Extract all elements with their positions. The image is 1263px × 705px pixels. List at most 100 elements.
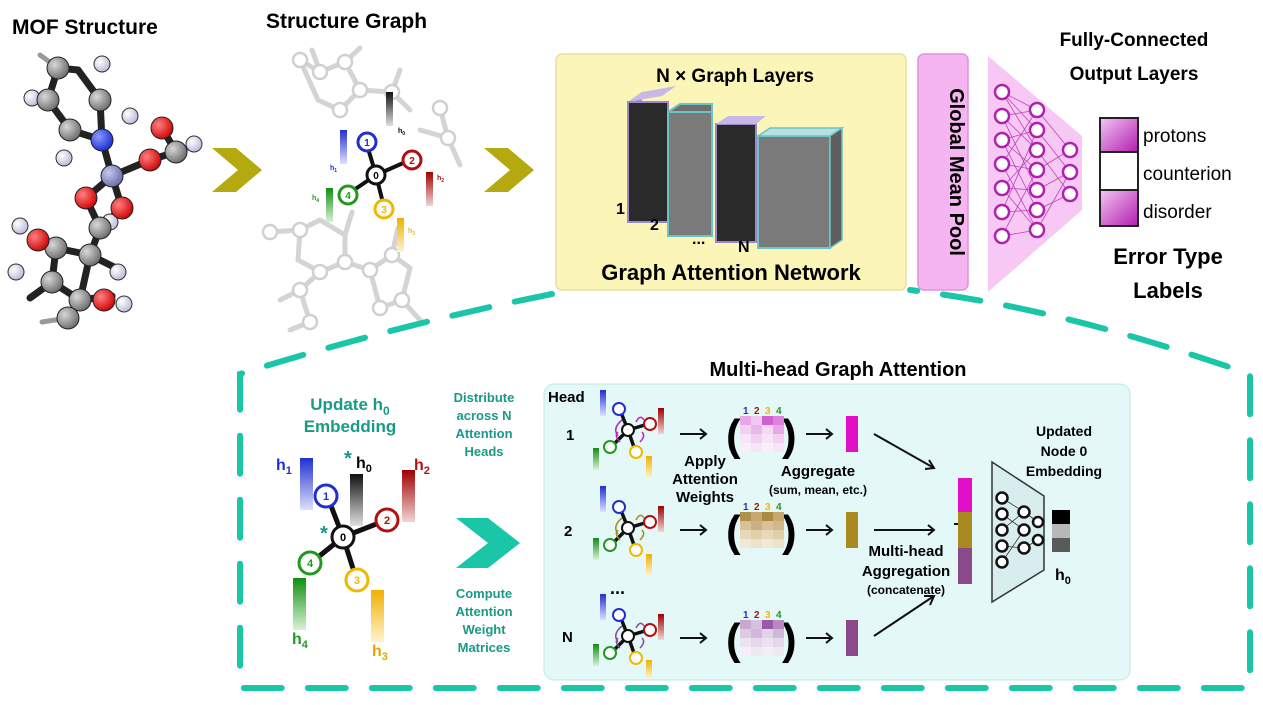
update-node-4: 4 <box>307 558 314 570</box>
mh-agg-line1: Multi-head <box>869 543 944 560</box>
m2-col-3: 3 <box>765 502 771 513</box>
svg-text:): ) <box>782 507 797 556</box>
fc-title-line2: Output Layers <box>1070 64 1199 85</box>
sg-node-2: 2 <box>409 156 415 167</box>
updated-line1: Updated <box>1036 423 1092 439</box>
update-h1-label: h1 <box>276 457 292 477</box>
compute-line1: Compute <box>456 586 512 601</box>
olive-chevron-arrow-2 <box>484 148 534 192</box>
label-protons: protons <box>1143 126 1206 147</box>
concat-seg-2 <box>958 512 972 548</box>
error-type-line1: Error Type <box>1113 244 1223 269</box>
head-n-mini-graph <box>593 594 664 678</box>
label-box-disorder <box>1099 189 1139 227</box>
mn-col-3: 3 <box>765 610 771 621</box>
head-1-label: 1 <box>566 427 574 444</box>
sg-node-4: 4 <box>345 191 351 202</box>
sg-h4-label: h4 <box>312 195 319 204</box>
sg-h2-label: h2 <box>437 175 444 184</box>
mn-col-1: 1 <box>743 610 749 621</box>
update-node-diagram: 0 1 2 3 4 * * <box>293 448 415 642</box>
distribute-line3: Attention <box>455 426 512 441</box>
update-title-line1: Update h0 <box>310 395 390 418</box>
teal-chevron-arrow <box>456 518 520 568</box>
updater-network-icon <box>991 460 1045 604</box>
global-mean-pool-box <box>917 53 969 291</box>
layer-num-ellipsis: ... <box>692 231 705 248</box>
layer-num-n: N <box>738 239 750 256</box>
label-box-counterion <box>1099 151 1139 191</box>
sg-node-3: 3 <box>381 205 387 216</box>
mn-col-4: 4 <box>776 610 782 621</box>
graph-layer-stack <box>627 86 845 250</box>
svg-text:(: ( <box>726 507 741 556</box>
attention-matrix-head-2: ( ) <box>726 507 797 556</box>
mh-agg-line3: (concatenate) <box>867 583 945 597</box>
multihead-title: Multi-head Graph Attention <box>709 359 966 381</box>
update-node-2: 2 <box>384 515 390 527</box>
structure-graph-title: Structure Graph <box>266 10 427 33</box>
label-counterion: counterion <box>1143 164 1232 185</box>
fc-network-icon <box>988 56 1082 292</box>
asterisk-h0: * <box>344 448 352 470</box>
sg-h1-label: h1 <box>330 165 337 174</box>
head-1-mini-graph <box>593 390 664 478</box>
head-flow-arrows <box>680 428 972 644</box>
attention-matrix-head-1: ( ) <box>726 411 797 460</box>
updated-h0-seg-3 <box>1052 538 1070 552</box>
compute-line3: Weight <box>462 622 506 637</box>
head-label: Head <box>548 389 585 406</box>
compute-line4: Matrices <box>458 640 511 655</box>
svg-text:(: ( <box>726 411 741 460</box>
update-h4-label: h4 <box>292 631 309 651</box>
update-title-line2: Embedding <box>304 417 397 436</box>
update-node-0: 0 <box>340 532 346 544</box>
apply-line2: Attention <box>672 471 738 488</box>
fc-title-line1: Fully-Connected <box>1060 30 1209 51</box>
olive-chevron-arrow-1 <box>212 148 262 192</box>
global-mean-pool-label: Global Mean Pool <box>945 88 967 256</box>
label-disorder: disorder <box>1143 202 1212 223</box>
label-box-protons <box>1099 117 1139 153</box>
m1-col-2: 2 <box>754 406 760 417</box>
zoom-dashed-outline <box>237 287 1253 691</box>
sg-node-1: 1 <box>364 138 370 149</box>
update-node-1: 1 <box>323 491 329 503</box>
concat-seg-1 <box>958 478 972 512</box>
compute-line2: Attention <box>455 604 512 619</box>
sg-h3-label: h3 <box>408 228 415 237</box>
sg-node-0: 0 <box>373 171 379 182</box>
updated-h0-seg-2 <box>1052 524 1070 538</box>
head-n-vector <box>846 620 858 656</box>
svg-text:): ) <box>782 615 797 664</box>
mn-col-2: 2 <box>754 610 760 621</box>
updated-h0-seg-1 <box>1052 510 1070 524</box>
mof-molecule-image <box>7 52 203 330</box>
mh-agg-line2: Aggregation <box>862 563 950 580</box>
svg-text:(: ( <box>726 615 741 664</box>
m1-col-4: 4 <box>776 406 782 417</box>
update-h3-label: h3 <box>372 643 388 663</box>
head-2-label: 2 <box>564 523 572 540</box>
m1-col-1: 1 <box>743 406 749 417</box>
error-type-line2: Labels <box>1133 278 1203 303</box>
head-n-label: N <box>562 629 573 646</box>
updated-line3: Embedding <box>1026 463 1102 479</box>
multihead-panel <box>543 383 1131 681</box>
mof-structure-title: MOF Structure <box>12 16 158 39</box>
m2-col-4: 4 <box>776 502 782 513</box>
head-2-vector <box>846 512 858 548</box>
gan-title: Graph Attention Network <box>601 260 861 285</box>
attention-matrix-head-n: ( ) <box>726 615 797 664</box>
m1-col-3: 3 <box>765 406 771 417</box>
head-2-mini-graph <box>593 486 664 576</box>
structure-graph-image: 0 1 2 3 4 h0 h1 h2 h3 h4 <box>261 45 463 333</box>
head-ellipsis: ... <box>610 578 625 598</box>
update-h0-label: h0 <box>356 455 372 475</box>
m2-col-2: 2 <box>754 502 760 513</box>
layer-num-1: 1 <box>616 201 625 218</box>
aggregate-line1: Aggregate <box>781 463 855 480</box>
updated-h0-label: h0 <box>1055 567 1071 587</box>
update-h2-label: h2 <box>414 457 430 477</box>
